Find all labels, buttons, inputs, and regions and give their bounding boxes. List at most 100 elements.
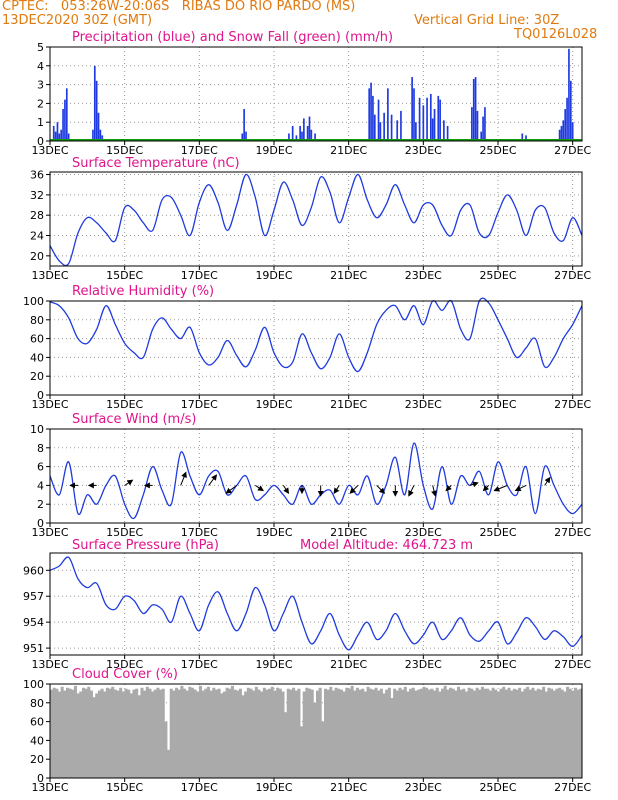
wind-xtick-label: 17DEC [181,526,218,539]
cloud-bar [252,690,256,778]
cloud-bar [345,687,349,778]
cloud-bar [305,687,309,778]
wind-frame [49,428,583,524]
cloud-bar [284,712,288,778]
precip-xtick-label: 21DEC [330,144,367,157]
precip-frame [49,46,583,142]
cloud-bar [188,686,192,778]
cloud-bar [374,687,378,778]
cloud-bar [464,691,469,778]
cloud-bar [313,702,317,778]
cloud-bar [79,691,83,778]
cloud-bar [265,689,269,778]
rh-xtick-label: 15DEC [106,398,143,411]
cloud-bar [363,691,367,778]
cloud-bar [127,689,131,778]
pressure-ytick-label: 960 [23,564,44,577]
rh-ytick-label: 40 [30,351,44,364]
precip-bar [415,122,417,141]
cloud-bar [73,685,77,778]
pressure-annotation: Model Altitude: 464.723 m [300,538,473,553]
wind-vector [349,485,359,494]
cloud-bar [547,687,551,778]
header-location: CPTEC: 053:26W-20:06S RIBAS DO RIO PARDO… [2,0,356,14]
precip-bar [443,120,445,141]
cloud-bar [302,691,306,778]
precip-bar [67,133,70,141]
cloud-bar [190,687,195,778]
cloud-bar [568,688,572,778]
cloud-xtick-label: 21DEC [330,781,367,794]
cloud-bar [459,689,463,778]
cloud-bar [300,726,304,778]
precip-xtick-label: 19DEC [255,144,292,157]
cloud-ytick-label: 20 [30,753,44,766]
precip-bar [422,105,425,141]
precip-bar [476,110,479,141]
cloud-bar [241,695,245,778]
cloud-bar [342,691,346,778]
precip-bar [370,82,372,141]
precip-bar [56,122,59,141]
cloud-xtick-label: 25DEC [479,781,516,794]
cloud-ytick-label: 0 [37,772,44,785]
precip-bar [560,125,563,141]
cloud-bar [427,689,431,778]
cloud-bar [297,688,301,778]
precip-ytick-label: 4 [37,60,44,73]
precip-bar [482,116,484,141]
cloud-bar [111,686,115,778]
temp-xtick-label: 21DEC [330,269,367,282]
precip-bar [472,78,475,141]
cloud-bar [496,691,500,778]
wind-xtick-label: 19DEC [255,526,292,539]
cloud-bar [116,690,120,778]
wind-xtick-label: 13DEC [31,526,68,539]
cloud-xtick-label: 27DEC [554,781,591,794]
precip-xtick-label: 25DEC [479,144,516,157]
rh-series-line [49,297,583,373]
precip-bar [566,97,568,141]
cloud-bar [433,690,437,778]
cloud-bar [180,685,184,778]
temp-frame [49,171,583,267]
rh-ytick-label: 100 [23,295,44,308]
cloud-bar [536,688,540,778]
cloud-bar [576,689,580,778]
rh-ytick-label: 80 [30,314,44,327]
cloud-bar [214,689,218,778]
temp-xtick-label: 13DEC [31,269,68,282]
cloud-bar [337,688,341,778]
wind-vector [469,481,479,488]
cloud-bar [430,688,434,778]
pressure-xtick-label: 15DEC [106,658,143,671]
cloud-bar [544,691,548,778]
temp-ytick-label: 32 [30,189,44,202]
precip-bar [433,109,436,141]
cloud-bar [278,688,282,778]
cloud-bar [68,688,72,778]
cloud-bar [222,691,226,778]
temp-ytick-label: 20 [30,250,44,263]
pressure-ytick-label: 954 [23,616,44,629]
cloud-bar [217,688,221,778]
cloud-bar [92,697,96,778]
cloud-bar [401,689,405,778]
cloud-bar [89,690,93,778]
cloud-bar [520,691,524,778]
wind-ytick-label: 2 [37,498,44,511]
wind-vector [282,485,290,495]
cloud-bar [526,686,530,778]
cloud-bar [100,688,104,778]
cloud-bar [105,687,109,778]
cloud-bar [169,688,173,778]
pressure-frame [49,552,583,656]
cloud-bar [478,689,482,778]
cloud-bar [129,693,133,778]
precip-bar [373,114,376,141]
cloud-bar [377,690,381,778]
rh-xtick-label: 21DEC [330,398,367,411]
cloud-bar [281,691,285,778]
cloud-bar [361,688,365,778]
precip-bar [437,95,440,141]
